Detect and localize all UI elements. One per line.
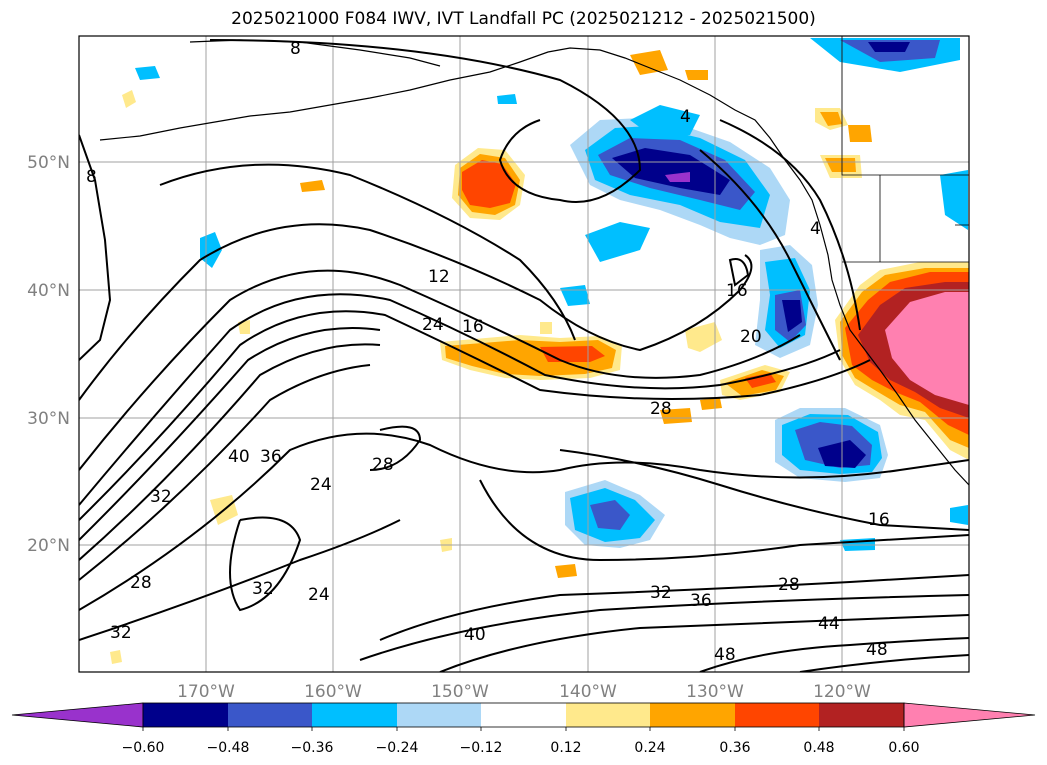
colorbar-segment [650, 703, 735, 727]
contour-label: 16 [868, 510, 890, 530]
colorbar-label: 0.12 [550, 740, 581, 756]
contour-label: 32 [252, 579, 274, 599]
colorbar-segment [735, 703, 819, 727]
contour-label: 48 [714, 645, 736, 665]
lon-tick-label: 150°W [431, 682, 489, 702]
colorbar-outline [142, 702, 905, 728]
lon-tick-label: 130°W [686, 682, 744, 702]
colorbar-segment [819, 703, 904, 727]
lat-tick-label: 20°N [27, 536, 70, 556]
contour-label: 28 [650, 399, 672, 419]
map-field [79, 36, 969, 672]
colorbar-extend-high [903, 702, 1036, 728]
colorbar-label: 0.24 [634, 740, 665, 756]
contour-label: 4 [810, 219, 821, 239]
contour-label: 40 [228, 447, 250, 467]
map-title: 2025021000 F084 IWV, IVT Landfall PC (20… [231, 9, 816, 29]
lat-tick-labels: 50°N 40°N 30°N 20°N [27, 153, 70, 556]
colorbar-label: 0.48 [803, 740, 834, 756]
colorbar-segment [481, 703, 566, 727]
contour-label: 36 [690, 591, 712, 611]
colorbar-extend-low [11, 702, 144, 728]
colorbar: −0.60 −0.48 −0.36 −0.24 −0.12 0.12 0.24 … [11, 702, 1036, 756]
lon-tick-label: 160°W [304, 682, 362, 702]
lat-tick-label: 40°N [27, 281, 70, 301]
contour-label: 20 [740, 327, 762, 347]
lat-tick-label: 30°N [27, 409, 70, 429]
colorbar-segment [228, 703, 312, 727]
contour-label: 32 [650, 583, 672, 603]
lon-tick-label: 170°W [177, 682, 235, 702]
colorbar-label: −0.48 [207, 740, 250, 756]
colorbar-label: 0.36 [719, 740, 750, 756]
contour-label: 48 [866, 640, 888, 660]
contour-label: 28 [778, 575, 800, 595]
lon-tick-label: 140°W [559, 682, 617, 702]
colorbar-label: −0.36 [291, 740, 334, 756]
contour-label: 32 [110, 623, 132, 643]
colorbar-labels: −0.60 −0.48 −0.36 −0.24 −0.12 0.12 0.24 … [122, 740, 920, 756]
colorbar-label: 0.60 [888, 740, 919, 756]
colorbar-label: −0.12 [460, 740, 503, 756]
contour-label: 28 [130, 573, 152, 593]
ivt-contours [79, 39, 969, 672]
colorbar-segments [11, 702, 1036, 731]
colorbar-segment [566, 703, 650, 727]
lon-tick-label: 120°W [813, 682, 871, 702]
contour-label: 24 [422, 315, 444, 335]
contour-label: 44 [818, 614, 840, 634]
contour-labels: 8 8 4 4 12 16 16 16 20 24 24 24 28 28 28… [86, 39, 890, 665]
contour-label: 8 [290, 39, 301, 59]
lat-tick-label: 50°N [27, 153, 70, 173]
map-frame [78, 35, 970, 673]
contour-label: 12 [428, 267, 450, 287]
contour-label: 32 [150, 487, 172, 507]
colorbar-label: −0.24 [376, 740, 419, 756]
contour-label: 4 [680, 107, 691, 127]
colorbar-segment [312, 703, 397, 727]
lon-tick-labels: 170°W 160°W 150°W 140°W 130°W 120°W [177, 682, 871, 702]
contour-label: 16 [726, 281, 748, 301]
contour-label: 28 [372, 455, 394, 475]
contour-label: 36 [260, 447, 282, 467]
colorbar-label: −0.60 [122, 740, 165, 756]
pc-shading [110, 38, 969, 664]
contour-label: 8 [86, 167, 97, 187]
colorbar-segment [143, 703, 228, 727]
contour-label: 24 [308, 585, 330, 605]
contour-label: 24 [310, 475, 332, 495]
gridlines [79, 36, 969, 672]
colorbar-segment [397, 703, 481, 727]
contour-label: 16 [462, 317, 484, 337]
contour-label: 40 [464, 625, 486, 645]
